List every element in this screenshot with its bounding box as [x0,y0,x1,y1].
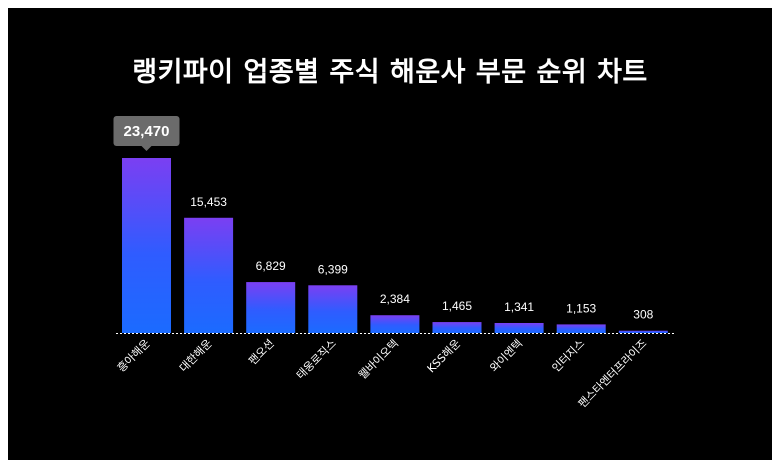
tooltip-value: 23,470 [124,123,170,140]
bar-4[interactable] [370,315,420,333]
category-label-3: 태웅로직스 [294,337,339,382]
category-label-5: KSS해운 [424,336,463,375]
tooltip-box [113,116,180,146]
category-label-6: 와이엔텍 [487,337,525,375]
value-label-2: 6,829 [256,259,286,273]
value-label-3: 6,399 [318,262,348,276]
bar-3[interactable] [308,285,358,333]
value-label-5: 1,465 [442,299,472,313]
category-label-1: 대한해운 [176,336,215,375]
bar-6[interactable] [494,323,544,333]
bar-8[interactable] [618,330,668,333]
value-label-7: 1,153 [566,301,596,315]
bar-0[interactable] [122,158,171,333]
tooltip-arrow [141,146,152,151]
bar-7[interactable] [556,324,606,333]
value-label-4: 2,384 [380,292,410,306]
bar-5[interactable] [432,322,482,333]
value-label-6: 1,341 [504,300,534,314]
category-label-7: 인터지스 [550,337,588,375]
value-label-8: 308 [633,308,653,322]
bar-2[interactable] [246,282,296,333]
bar-1[interactable] [184,217,234,333]
chart-title: 랭키파이 업종별 주식 해운사 부문 순위 차트 [132,57,648,88]
category-label-4: 웰바이오텍 [356,337,401,382]
category-label-8: 팬스타엔터프라이즈 [576,337,650,411]
category-label-2: 팬오션 [246,337,277,368]
value-label-1: 15,453 [190,195,227,209]
category-label-0: 흥아해운 [114,336,153,375]
